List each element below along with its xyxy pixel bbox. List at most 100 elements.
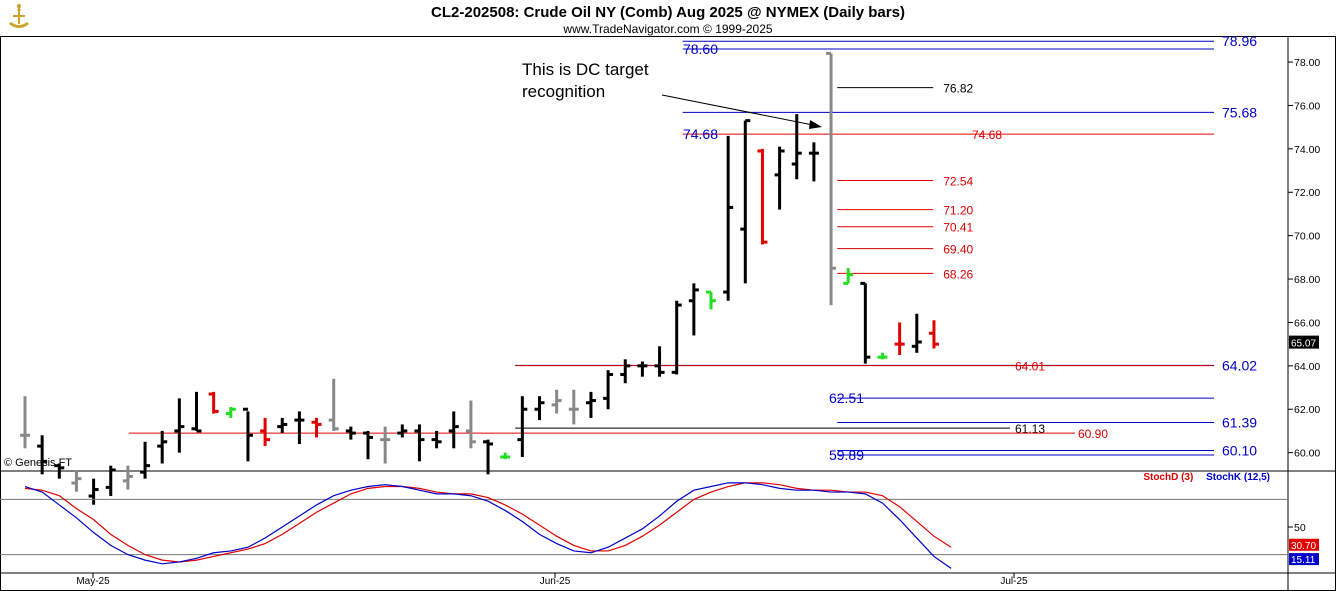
- ohlc-bar: [20, 396, 30, 449]
- ohlc-bar: [671, 300, 682, 375]
- ohlc-bar: [928, 320, 939, 349]
- price-tick-label: 78.00: [1294, 57, 1320, 69]
- stochk-line: [24, 482, 952, 569]
- stoch-legend: StochD (3) StochK (12,5): [1143, 472, 1270, 483]
- annotation-arrow-head-icon: [809, 120, 822, 129]
- ohlc-bar: [551, 389, 562, 414]
- ohlc-bar: [328, 378, 339, 431]
- price-tick-label: 68.00: [1294, 274, 1320, 286]
- level-label-61.13: 61.13: [1015, 422, 1045, 436]
- ohlc-bar: [140, 441, 151, 479]
- ohlc-bar: [363, 430, 373, 460]
- ohlc-bar: [37, 435, 48, 475]
- ohlc-bar: [260, 417, 271, 447]
- level-label-61.39: 61.39: [1222, 414, 1257, 430]
- ohlc-bar: [568, 389, 579, 425]
- level-label-69.40: 69.40: [943, 243, 973, 257]
- ohlc-bar: [757, 148, 768, 245]
- price-tick-label: 62.00: [1294, 404, 1320, 416]
- ohlc-bar: [723, 135, 734, 301]
- price-tick-label: 76.00: [1294, 100, 1320, 112]
- level-label-72.54: 72.54: [943, 175, 973, 189]
- ohlc-bar: [894, 322, 905, 355]
- level-label-74.68: 74.68: [972, 128, 1002, 142]
- chart-header: CL2-202508: Crude Oil NY (Comb) Aug 2025…: [0, 0, 1336, 36]
- level-label-62.51: 62.51: [829, 390, 864, 406]
- level-label-left-74.68: 74.68: [683, 126, 718, 142]
- ohlc-bar: [465, 400, 476, 449]
- ohlc-bar: [585, 391, 596, 418]
- last-price-label: 65.07: [1291, 339, 1316, 350]
- annotation-arrow-line: [661, 94, 819, 127]
- stochd-last-label: 30.70: [1291, 541, 1316, 552]
- ohlc-bar: [740, 119, 751, 284]
- level-label-75.68: 75.68: [1222, 104, 1257, 120]
- last-price-box: [1289, 335, 1319, 349]
- ohlc-bar: [654, 346, 665, 377]
- ohlc-bar: [843, 268, 854, 285]
- ohlc-bar: [774, 146, 785, 210]
- ohlc-bar: [380, 426, 391, 464]
- ohlc-bar: [637, 361, 648, 377]
- ohlc-bar: [242, 407, 253, 462]
- ohlc-bar: [277, 417, 288, 434]
- stochk-legend-label: StochK (12,5): [1206, 472, 1270, 483]
- stoch-tick-label: 50: [1294, 522, 1306, 534]
- ohlc-bar: [191, 391, 202, 433]
- ohlc-bar: [706, 290, 716, 310]
- ohlc-bar: [122, 465, 133, 490]
- ohlc-bar: [517, 396, 528, 457]
- trade-navigator-logo-icon: [3, 2, 35, 34]
- chart-title: CL2-202508: Crude Oil NY (Comb) Aug 2025…: [431, 4, 905, 21]
- ohlc-bar: [791, 114, 802, 180]
- ohlc-bar: [54, 463, 65, 479]
- annotation-line2: recognition: [522, 82, 605, 101]
- ohlc-bar: [620, 359, 631, 384]
- ohlc-bar: [431, 430, 442, 449]
- ohlc-bar: [483, 439, 494, 475]
- annotation-line1: This is DC target: [522, 60, 649, 79]
- price-tick-label: 60.00: [1294, 448, 1320, 460]
- chart-subtitle: www.TradeNavigator.com © 1999-2025: [563, 22, 773, 36]
- ohlc-bar: [826, 51, 837, 306]
- stochd-legend-label: StochD (3): [1143, 472, 1194, 483]
- price-tick-label: 66.00: [1294, 317, 1320, 329]
- ohlc-bar: [860, 281, 871, 364]
- ohlc-bar: [500, 452, 511, 460]
- stochd-last-box: [1289, 538, 1319, 551]
- chart-frame: [0, 36, 1336, 591]
- level-label-76.82: 76.82: [943, 82, 973, 96]
- ohlc-bar: [877, 352, 888, 360]
- level-label-71.20: 71.20: [943, 204, 973, 218]
- ohlc-bar: [311, 417, 322, 438]
- ohlc-bar: [71, 470, 82, 492]
- date-tick-label: Jun-25: [540, 576, 571, 587]
- level-label-60.10: 60.10: [1222, 442, 1257, 458]
- ohlc-bar: [603, 370, 614, 410]
- level-label-78.96: 78.96: [1222, 33, 1257, 49]
- ohlc-bar: [88, 478, 99, 505]
- price-tick-label: 64.00: [1294, 361, 1320, 373]
- ohlc-bar: [208, 391, 219, 414]
- ohlc-bar: [105, 465, 116, 497]
- level-label-70.41: 70.41: [943, 221, 973, 235]
- ohlc-bar: [534, 396, 545, 421]
- ohlc-bar: [414, 424, 425, 462]
- ohlc-bar: [345, 426, 356, 440]
- level-label-64.02: 64.02: [1222, 357, 1257, 373]
- ohlc-bar: [225, 407, 236, 418]
- ohlc-bar: [157, 430, 168, 464]
- level-label-78.60: 78.60: [683, 41, 718, 57]
- level-label-68.26: 68.26: [943, 267, 973, 281]
- date-tick-label: May-25: [76, 576, 110, 587]
- date-tick-label: Jul-25: [1000, 576, 1028, 587]
- stochd-line: [24, 482, 952, 563]
- level-label-59.89: 59.89: [829, 447, 864, 463]
- stochk-last-label: 15.11: [1291, 555, 1316, 566]
- ohlc-bar: [911, 313, 922, 353]
- level-label-64.01: 64.01: [1015, 360, 1045, 374]
- copyright-label: © Genesis FT: [4, 457, 73, 469]
- ohlc-bar: [174, 398, 185, 453]
- ohlc-bar: [448, 411, 459, 449]
